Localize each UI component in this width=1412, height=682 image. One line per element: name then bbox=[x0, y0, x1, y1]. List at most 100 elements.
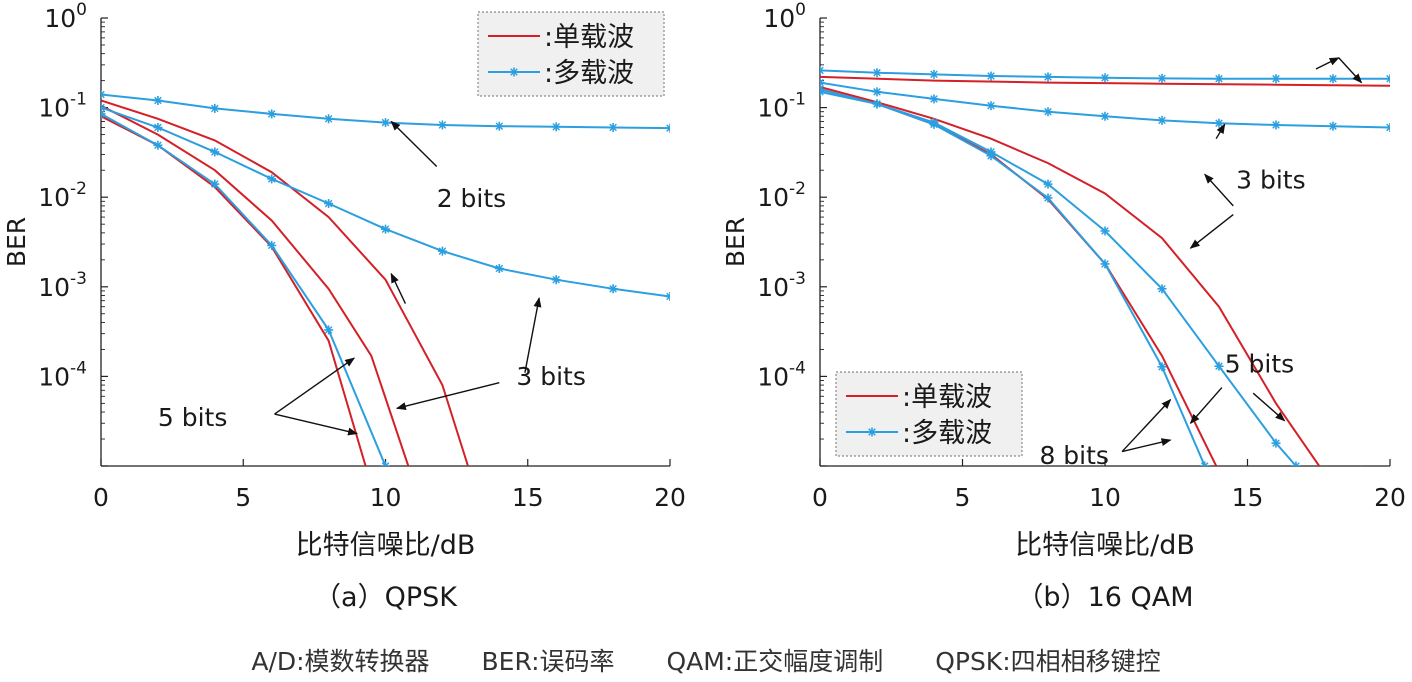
x-tick-label: 20 bbox=[1374, 483, 1406, 512]
series-marker bbox=[267, 240, 277, 250]
series-marker bbox=[1157, 115, 1167, 125]
multi-carrier-line bbox=[101, 113, 387, 466]
series-marker bbox=[665, 291, 670, 301]
series-marker bbox=[1385, 74, 1390, 84]
series-marker bbox=[210, 179, 220, 189]
series-marker bbox=[1328, 74, 1338, 84]
x-axis-label: 比特信噪比/dB bbox=[1015, 530, 1195, 561]
legend: :单载波 :多载波 bbox=[477, 11, 665, 97]
y-tick-label: 100 bbox=[44, 0, 87, 33]
x-tick-label: 15 bbox=[1232, 483, 1264, 512]
series-marker bbox=[929, 94, 939, 104]
y-axis-label: BER bbox=[721, 217, 750, 267]
panel-caption: （a）QPSK bbox=[314, 582, 458, 613]
series-marker bbox=[820, 84, 825, 94]
y-tick-label: 10-2 bbox=[38, 179, 87, 212]
series-marker bbox=[986, 101, 996, 111]
annotation-label: 3 bits bbox=[516, 362, 586, 391]
series-marker bbox=[820, 65, 825, 75]
series-marker bbox=[1043, 179, 1053, 189]
series-marker bbox=[1043, 107, 1053, 117]
chart-panel-qpsk: 0 5 10 15 20 100 10-1 10-2 10-3 10-4 BER 比特信噪比/dB （a… bbox=[2, 0, 686, 613]
series-marker bbox=[494, 264, 504, 274]
legend-box bbox=[835, 371, 1023, 457]
x-tick-label: 10 bbox=[370, 483, 402, 512]
footer-item-ber: BER:误码率 bbox=[481, 647, 615, 676]
series-marker bbox=[820, 78, 825, 88]
y-tick-label: 10-4 bbox=[38, 358, 87, 391]
series-marker bbox=[1100, 73, 1110, 83]
series-marker bbox=[437, 246, 447, 256]
annotation-arrow bbox=[1189, 214, 1234, 249]
series-marker bbox=[324, 114, 334, 124]
annotation-label: 5 bits bbox=[1225, 350, 1295, 379]
annotation-label: 5 bits bbox=[158, 403, 228, 432]
x-tick-label: 15 bbox=[512, 483, 544, 512]
series-marker bbox=[867, 427, 877, 437]
series-marker bbox=[665, 123, 670, 133]
annotation-arrow bbox=[395, 382, 500, 411]
y-tick-label: 10-4 bbox=[757, 358, 806, 391]
annotation-arrow bbox=[1204, 173, 1234, 207]
single-carrier-line bbox=[101, 99, 469, 466]
y-axis-label: BER bbox=[2, 217, 31, 267]
x-tick-label: 10 bbox=[1089, 483, 1121, 512]
series-marker bbox=[929, 69, 939, 79]
x-tick-label: 5 bbox=[955, 483, 971, 512]
series-marker bbox=[1200, 461, 1210, 466]
series-marker bbox=[1043, 193, 1053, 203]
x-tick-label: 0 bbox=[812, 483, 828, 512]
y-tick-label: 10-3 bbox=[757, 269, 806, 302]
series-marker bbox=[101, 103, 106, 113]
series-marker bbox=[153, 140, 163, 150]
series-marker bbox=[1214, 118, 1224, 128]
series-marker bbox=[1271, 120, 1281, 130]
series-marker bbox=[101, 109, 106, 119]
annotation-arrow bbox=[524, 297, 542, 373]
footer-item-qam: QAM:正交幅度调制 bbox=[666, 647, 884, 676]
annotation-arrow bbox=[274, 357, 356, 415]
single-carrier-line bbox=[820, 75, 1390, 87]
annotation-arrow bbox=[274, 413, 359, 436]
series-marker bbox=[551, 122, 561, 132]
x-tick-label: 20 bbox=[654, 483, 686, 512]
series-marker bbox=[986, 151, 996, 161]
abbreviation-footer: A/D:模数转换器 BER:误码率 QAM:正交幅度调制 QPSK:四相相移键控 bbox=[0, 642, 1412, 678]
legend-label: :多载波 bbox=[544, 58, 634, 89]
series-marker bbox=[1100, 111, 1110, 121]
series-marker bbox=[872, 87, 882, 97]
y-tick-label: 10-1 bbox=[38, 90, 87, 123]
legend: :单载波:多载波 bbox=[835, 371, 1023, 457]
y-tick-label: 10-3 bbox=[38, 269, 87, 302]
series-marker bbox=[381, 224, 390, 234]
x-tick-label: 5 bbox=[235, 483, 251, 512]
annotation-arrow bbox=[1215, 123, 1226, 140]
annotation-label: 3 bits bbox=[1236, 166, 1306, 195]
legend-label: :单载波 bbox=[544, 22, 634, 53]
series-marker bbox=[1271, 74, 1281, 84]
series-marker bbox=[1157, 362, 1167, 372]
multi-carrier-line bbox=[820, 88, 1206, 466]
series-marker bbox=[929, 119, 939, 129]
annotation-arrow bbox=[1189, 387, 1223, 425]
series-marker bbox=[872, 68, 882, 78]
figure-canvas: 0 5 10 15 20 100 10-1 10-2 10-3 10-4 BER 比特信噪比/dB （a… bbox=[2, 0, 1406, 613]
annotation-arrow bbox=[1252, 392, 1286, 422]
series-marker bbox=[608, 284, 618, 294]
series-marker bbox=[872, 99, 882, 109]
series-marker bbox=[986, 71, 996, 81]
single-carrier-line bbox=[101, 104, 410, 466]
single-carrier-line bbox=[101, 115, 367, 466]
annotation-arrow bbox=[1121, 438, 1172, 453]
series-marker bbox=[1100, 226, 1110, 236]
series-marker bbox=[494, 121, 504, 131]
series-marker bbox=[1043, 72, 1053, 82]
annotation-arrow bbox=[390, 120, 438, 168]
series-marker bbox=[210, 103, 220, 113]
legend-label: :单载波 bbox=[902, 382, 992, 413]
series-marker bbox=[509, 67, 519, 77]
chart-panel-16qam: 0 5 10 15 20 100 10-1 10-2 10-3 10-4 BER 比特信噪比/dB （b… bbox=[721, 0, 1406, 613]
series-marker bbox=[551, 275, 561, 285]
panel-caption: （b）16 QAM bbox=[1016, 582, 1193, 613]
y-tick-label: 10-2 bbox=[757, 179, 806, 212]
